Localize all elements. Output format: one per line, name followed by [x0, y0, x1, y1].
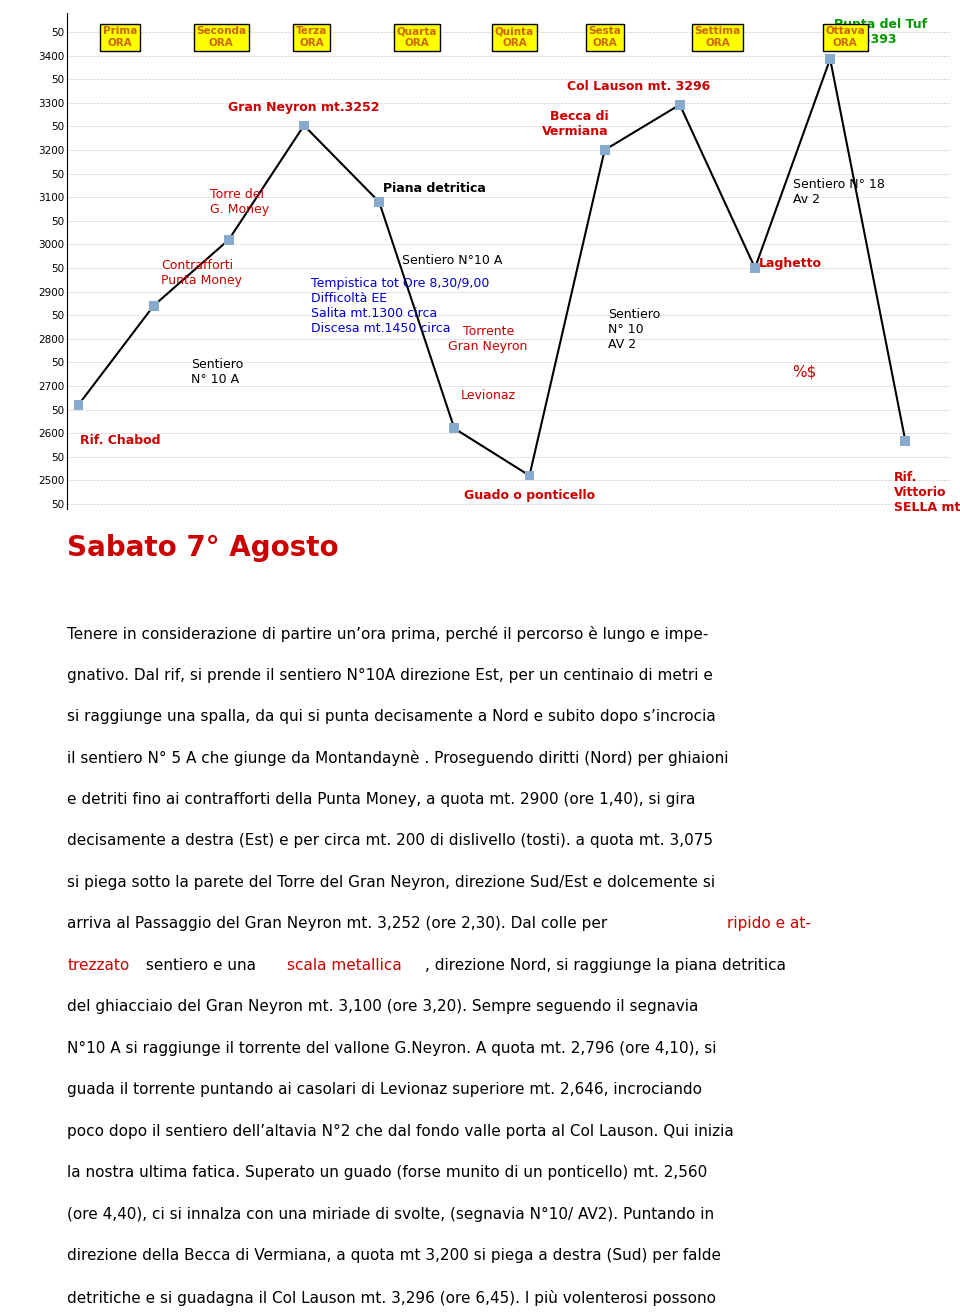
- Text: la nostra ultima fatica. Superato un guado (forse munito di un ponticello) mt. 2: la nostra ultima fatica. Superato un gua…: [67, 1165, 708, 1180]
- Text: , direzione Nord, si raggiunge la piana detritica: , direzione Nord, si raggiunge la piana …: [424, 957, 785, 973]
- Text: Piana detritica: Piana detritica: [383, 181, 486, 195]
- Text: Torre del
G. Money: Torre del G. Money: [210, 188, 269, 216]
- Point: [747, 258, 762, 279]
- Text: Quarta
ORA: Quarta ORA: [396, 26, 437, 47]
- Text: Prima
ORA: Prima ORA: [103, 26, 137, 47]
- Text: si piega sotto la parete del Torre del Gran Neyron, direzione Sud/Est e dolcemen: si piega sotto la parete del Torre del G…: [67, 874, 715, 890]
- Point: [372, 192, 387, 213]
- Text: gnativo. Dal rif, si prende il sentiero N°10A direzione Est, per un centinaio di: gnativo. Dal rif, si prende il sentiero …: [67, 668, 713, 682]
- Point: [823, 49, 838, 70]
- Text: Tempistica tot Ore 8,30/9,00
Difficoltà EE
Salita mt.1300 circa
Discesa mt.1450 : Tempistica tot Ore 8,30/9,00 Difficoltà …: [311, 276, 490, 335]
- Text: Sentiero
N° 10 A: Sentiero N° 10 A: [191, 358, 244, 385]
- Text: Settima
ORA: Settima ORA: [694, 26, 740, 47]
- Text: Levionaz: Levionaz: [461, 389, 516, 402]
- Text: direzione della Becca di Vermiana, a quota mt 3,200 si piega a destra (Sud) per : direzione della Becca di Vermiana, a quo…: [67, 1248, 721, 1264]
- Point: [221, 229, 236, 250]
- Text: Rif. Chabod: Rif. Chabod: [80, 434, 160, 447]
- Text: Torrente
Gran Neyron: Torrente Gran Neyron: [448, 325, 528, 352]
- Text: il sentiero N° 5 A che giunge da Montandaynè . Proseguendo diritti (Nord) per gh: il sentiero N° 5 A che giunge da Montand…: [67, 751, 729, 767]
- Point: [898, 430, 913, 451]
- Text: Contrafforti
Punta Money: Contrafforti Punta Money: [161, 259, 242, 287]
- Text: Gran Neyron mt.3252: Gran Neyron mt.3252: [228, 101, 380, 113]
- Text: Seconda
ORA: Seconda ORA: [196, 26, 247, 47]
- Text: si raggiunge una spalla, da qui si punta decisamente a Nord e subito dopo s’incr: si raggiunge una spalla, da qui si punta…: [67, 709, 716, 725]
- Text: %$: %$: [793, 364, 817, 379]
- Text: decisamente a destra (Est) e per circa mt. 200 di dislivello (tosti). a quota mt: decisamente a destra (Est) e per circa m…: [67, 834, 713, 848]
- Text: Ottava
ORA: Ottava ORA: [826, 26, 865, 47]
- Point: [297, 114, 312, 135]
- Text: trezzato: trezzato: [67, 957, 130, 973]
- Text: Tenere in considerazione di partire un’ora prima, perché il percorso è lungo e i: Tenere in considerazione di partire un’o…: [67, 626, 708, 642]
- Text: e detriti fino ai contrafforti della Punta Money, a quota mt. 2900 (ore 1,40), s: e detriti fino ai contrafforti della Pun…: [67, 792, 696, 807]
- Text: del ghiacciaio del Gran Neyron mt. 3,100 (ore 3,20). Sempre seguendo il segnavia: del ghiacciaio del Gran Neyron mt. 3,100…: [67, 999, 699, 1014]
- Text: guada il torrente puntando ai casolari di Levionaz superiore mt. 2,646, incrocia: guada il torrente puntando ai casolari d…: [67, 1082, 702, 1097]
- Text: Sesta
ORA: Sesta ORA: [588, 26, 621, 47]
- Point: [71, 394, 86, 416]
- Text: Rif.
Vittorio
SELLA mt.2579: Rif. Vittorio SELLA mt.2579: [894, 471, 960, 514]
- Point: [522, 466, 538, 487]
- Text: N°10 A si raggiunge il torrente del vallone G.Neyron. A quota mt. 2,796 (ore 4,1: N°10 A si raggiunge il torrente del vall…: [67, 1040, 717, 1056]
- Point: [672, 95, 687, 116]
- Point: [446, 418, 462, 439]
- Text: Sentiero
N° 10
AV 2: Sentiero N° 10 AV 2: [609, 308, 660, 351]
- Text: Laghetto: Laghetto: [758, 256, 822, 270]
- Text: scala metallica: scala metallica: [287, 957, 402, 973]
- Text: Sabato 7° Agosto: Sabato 7° Agosto: [67, 534, 339, 562]
- Text: Guado o ponticello: Guado o ponticello: [464, 489, 595, 501]
- Point: [146, 295, 161, 316]
- Text: (ore 4,40), ci si innalza con una miriade di svolte, (segnavia N°10/ AV2). Punta: (ore 4,40), ci si innalza con una miriad…: [67, 1207, 714, 1222]
- Text: Col Lauson mt. 3296: Col Lauson mt. 3296: [567, 80, 710, 93]
- Text: Becca di
Vermiana: Becca di Vermiana: [541, 110, 609, 138]
- Text: sentiero e una: sentiero e una: [140, 957, 260, 973]
- Text: Punta del Tuf
mt. 3393: Punta del Tuf mt. 3393: [834, 18, 927, 46]
- Text: arriva al Passaggio del Gran Neyron mt. 3,252 (ore 2,30). Dal colle per: arriva al Passaggio del Gran Neyron mt. …: [67, 917, 612, 931]
- Text: Sentiero N° 18
Av 2: Sentiero N° 18 Av 2: [793, 179, 884, 206]
- Text: Quinta
ORA: Quinta ORA: [494, 26, 534, 47]
- Text: Terza
ORA: Terza ORA: [296, 26, 327, 47]
- Point: [597, 139, 612, 160]
- Text: detritiche e si guadagna il Col Lauson mt. 3,296 (ore 6,45). I più volenterosi p: detritiche e si guadagna il Col Lauson m…: [67, 1290, 716, 1306]
- Text: Sentiero N°10 A: Sentiero N°10 A: [401, 254, 502, 267]
- Text: ripido e at-: ripido e at-: [728, 917, 811, 931]
- Text: poco dopo il sentiero dell’altavia N°2 che dal fondo valle porta al Col Lauson. : poco dopo il sentiero dell’altavia N°2 c…: [67, 1124, 734, 1139]
